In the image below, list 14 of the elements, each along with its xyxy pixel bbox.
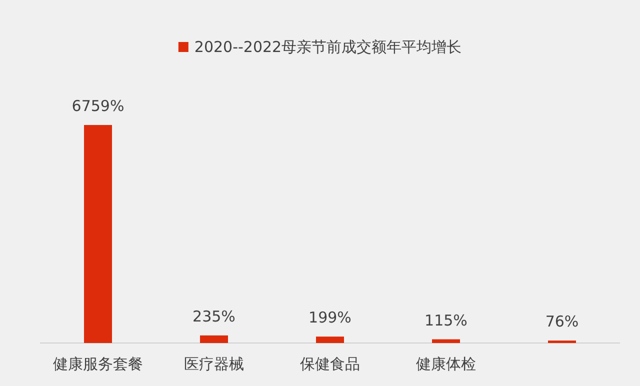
data-label: 6759%	[72, 97, 124, 115]
bar	[316, 336, 344, 343]
x-tick-label: 保健食品	[300, 355, 360, 373]
x-tick-label: 健康服务套餐	[53, 355, 143, 373]
x-tick-label: 健康体检	[416, 355, 476, 373]
bar	[200, 335, 228, 343]
bar	[432, 339, 460, 343]
x-tick-label: 医疗器械	[184, 355, 244, 373]
data-label: 199%	[308, 308, 352, 327]
data-label: 76%	[545, 312, 579, 331]
bar	[84, 125, 112, 343]
legend-label: 2020--2022母亲节前成交额年平均增长	[194, 38, 462, 56]
data-label: 115%	[424, 311, 468, 330]
data-label: 235%	[192, 307, 236, 326]
